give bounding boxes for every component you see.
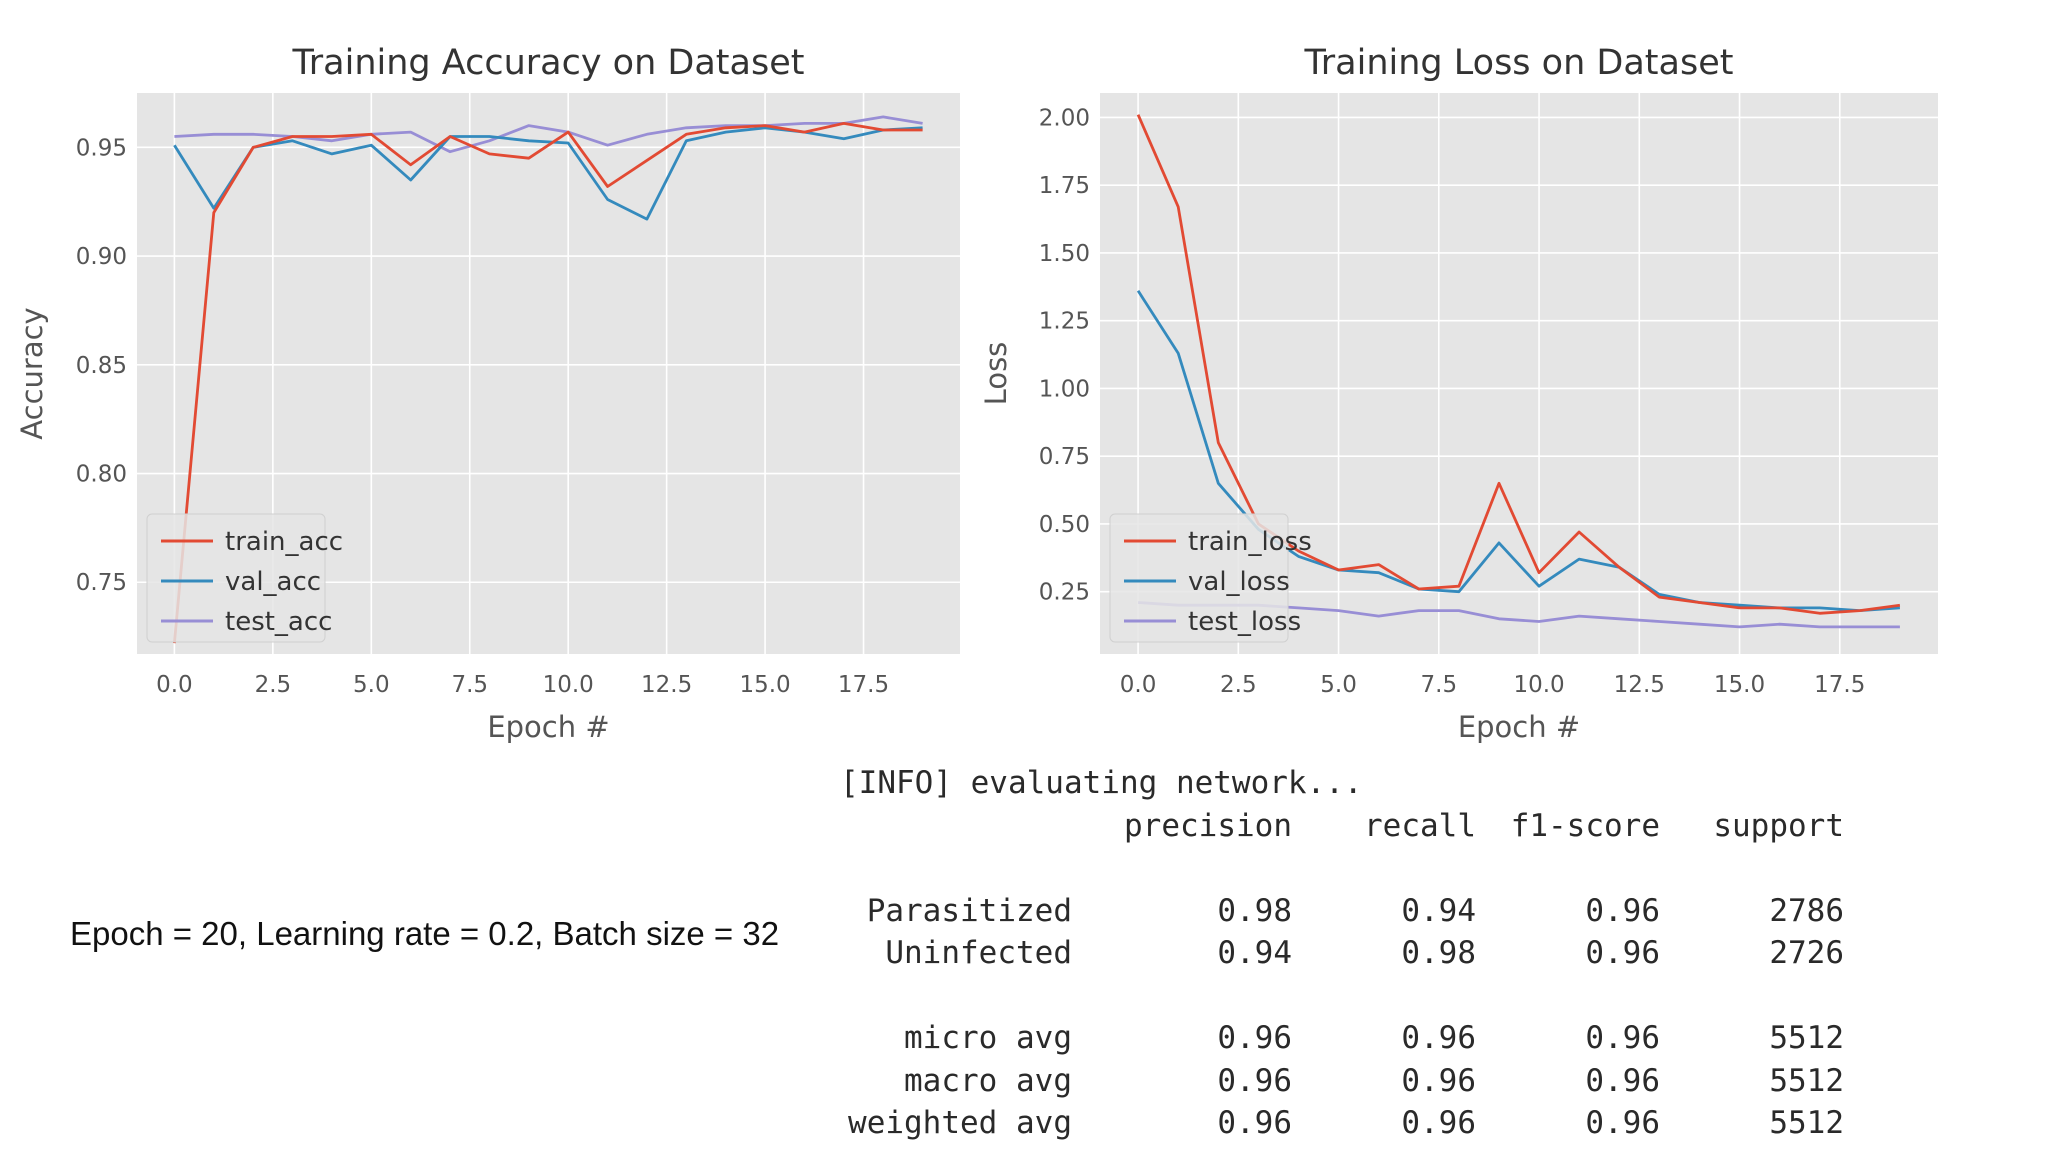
training-params-caption: Epoch = 20, Learning rate = 0.2, Batch s… [70,915,780,952]
x-tick-label: 15.0 [1714,672,1765,698]
classification-report: [INFO] evaluating network... precision r… [840,762,1844,1145]
row-support: 2726 [1769,935,1844,971]
row-name: Parasitized [866,892,1072,929]
row-precision: 0.96 [1217,1020,1292,1056]
y-tick-label: 1.00 [1039,376,1090,402]
legend-label: val_acc [225,567,321,597]
row-support: 5512 [1769,1062,1844,1099]
legend-label: val_loss [1188,567,1290,597]
report-row-weighted-avg: weighted avg 0.96 0.96 0.96 5512 [840,1102,1844,1145]
y-tick-label: 1.50 [1039,241,1090,267]
x-tick-label: 15.0 [739,672,790,698]
row-recall: 0.96 [1401,1105,1476,1141]
y-tick-label: 1.25 [1039,309,1090,335]
x-tick-label: 12.5 [1614,672,1665,698]
x-axis-label: Epoch # [1458,710,1580,744]
row-recall: 0.96 [1401,1020,1476,1056]
row-f1: 0.96 [1585,935,1660,971]
y-tick-label: 0.50 [1039,512,1090,538]
chart-title: Training Accuracy on Dataset [292,43,805,83]
report-row-uninfected: Uninfected 0.94 0.98 0.96 2726 [840,932,1844,975]
y-tick-label: 0.25 [1039,580,1090,606]
x-tick-label: 2.5 [255,672,292,698]
row-name: weighted avg [848,1105,1072,1141]
legend-label: test_loss [1188,607,1301,637]
y-tick-label: 0.75 [76,570,127,596]
row-support: 5512 [1769,1105,1844,1141]
header-f1-score: f1-score [1510,807,1660,844]
row-f1: 0.96 [1585,1062,1660,1099]
x-tick-label: 5.0 [1320,672,1357,698]
y-tick-label: 0.90 [76,244,127,270]
row-precision: 0.96 [1217,1105,1292,1141]
legend-label: train_loss [1188,527,1312,557]
x-tick-label: 10.0 [1513,672,1564,698]
x-tick-label: 17.5 [1814,672,1865,698]
row-name: macro avg [904,1062,1072,1099]
legend-box [1109,513,1289,643]
legend-label: train_acc [225,527,343,557]
x-tick-label: 2.5 [1220,672,1257,698]
y-tick-label: 0.95 [76,135,127,161]
row-f1: 0.96 [1585,892,1660,929]
loss-chart: 0.0 2.5 5.0 7.5 10.0 12.5 15.0 17.5 0.25 0.50 0.75… [979,43,1938,744]
report-header-row: precision recall f1-score support [840,805,1844,848]
row-recall: 0.94 [1401,892,1476,929]
row-recall: 0.98 [1401,935,1476,971]
x-tick-label: 12.5 [641,672,692,698]
series-line-train_acc [173,122,923,644]
y-tick-label: 0.80 [76,462,127,488]
row-f1: 0.96 [1585,1020,1660,1056]
report-row-macro-avg: macro avg 0.96 0.96 0.96 5512 [840,1060,1844,1103]
report-info-line: [INFO] evaluating network... [840,765,1363,801]
row-precision: 0.98 [1217,892,1292,929]
row-support: 5512 [1769,1020,1844,1056]
x-tick-label: 0.0 [1120,672,1157,698]
y-tick-label: 2.00 [1039,105,1090,131]
y-axis-label: Accuracy [15,307,49,439]
header-recall: recall [1364,807,1476,844]
row-precision: 0.96 [1217,1062,1292,1099]
x-tick-label: 5.0 [353,672,390,698]
row-name: Uninfected [885,935,1072,971]
y-tick-label: 0.75 [1039,444,1090,470]
header-support: support [1713,807,1844,844]
x-tick-label: 7.5 [451,672,488,698]
row-support: 2786 [1769,892,1844,929]
header-precision: precision [1124,807,1292,844]
y-axis-label: Loss [979,342,1013,406]
x-tick-label: 10.0 [543,672,594,698]
row-recall: 0.96 [1401,1062,1476,1099]
x-tick-label: 0.0 [156,672,193,698]
legend-box [146,513,326,643]
x-tick-label: 17.5 [838,672,889,698]
report-row-parasitized: Parasitized 0.98 0.94 0.96 2786 [840,890,1844,933]
chart-title: Training Loss on Dataset [1304,43,1734,83]
row-f1: 0.96 [1585,1105,1660,1141]
accuracy-chart: 0.0 2.5 5.0 7.5 10.0 12.5 15.0 17.5 0.75 0.80 0.85… [15,43,960,744]
row-name: micro avg [904,1020,1072,1056]
x-axis-label: Epoch # [487,710,609,744]
y-tick-label: 0.85 [76,353,127,379]
y-tick-label: 1.75 [1039,173,1090,199]
report-row-micro-avg: micro avg 0.96 0.96 0.96 5512 [840,1017,1844,1060]
legend-label: test_acc [225,607,332,637]
x-tick-label: 7.5 [1421,672,1458,698]
row-precision: 0.94 [1217,935,1292,971]
